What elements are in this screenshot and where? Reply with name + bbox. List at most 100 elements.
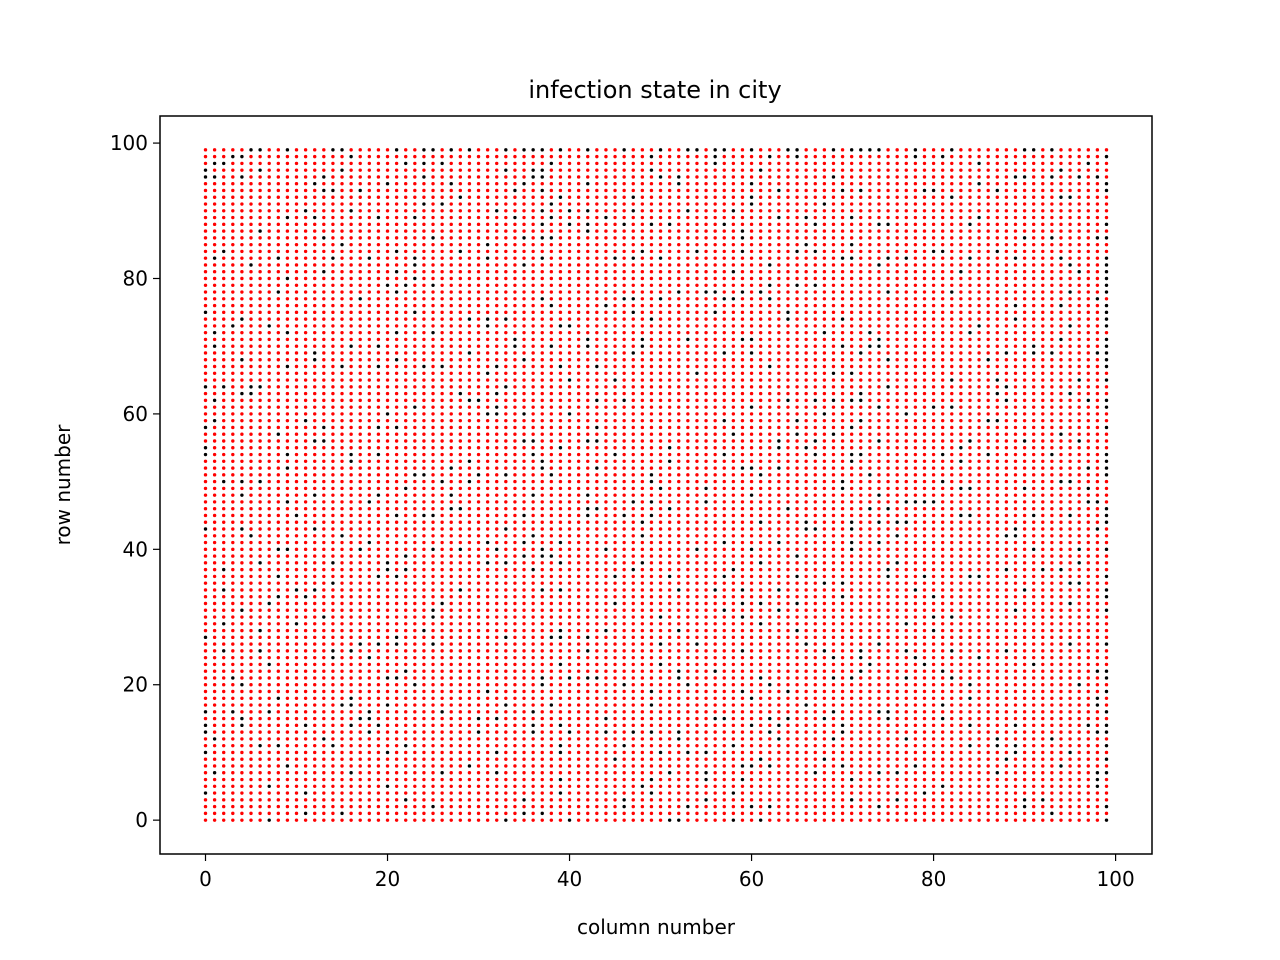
data-point [285,628,290,633]
data-point [222,161,226,166]
data-point [549,249,554,254]
data-point [485,669,490,673]
data-point [531,297,535,301]
data-point [649,378,654,382]
data-point [404,811,408,816]
data-point [440,358,444,362]
data-point [622,405,626,409]
data-point [586,398,590,403]
data-point [404,818,408,822]
data-point [212,689,217,694]
data-point [586,310,590,315]
data-point [495,330,499,335]
data-point [476,425,481,430]
data-point [376,324,381,328]
data-point [385,276,390,281]
data-point [249,723,253,728]
data-point [267,655,271,660]
data-point [576,567,581,572]
data-point [440,561,444,565]
data-point [431,804,435,809]
data-point [358,418,362,423]
data-point [576,351,581,355]
data-point [303,236,308,240]
data-point [458,703,463,707]
data-point [222,385,226,389]
data-point [240,337,244,342]
data-point [222,743,226,748]
data-point [267,276,271,281]
data-point [413,554,417,558]
data-point [622,466,626,470]
data-point [504,764,508,768]
data-point [394,439,399,443]
data-point [640,473,645,477]
data-point [413,222,417,227]
data-point [558,486,563,491]
data-point [476,432,481,436]
data-point [504,452,508,457]
data-point [404,276,408,281]
data-point [622,391,626,396]
data-point [340,344,344,348]
data-point [394,547,399,552]
data-point [640,534,645,538]
data-point [531,777,535,782]
data-point [458,804,463,809]
data-point [258,547,262,552]
data-point [604,615,608,619]
data-point [467,608,472,612]
data-point [586,547,590,552]
data-point [567,818,572,822]
data-point [285,270,290,274]
data-point [458,351,463,355]
data-point [294,168,299,172]
data-point [422,479,426,484]
data-point [358,696,362,700]
data-point [276,595,281,599]
data-point [313,764,317,768]
data-point [240,222,244,227]
data-point [640,215,645,220]
data-point [303,378,308,382]
data-point [458,276,463,281]
data-point [431,689,435,694]
data-point [276,385,281,389]
data-point [467,500,472,504]
data-point [203,337,208,342]
data-point [458,344,463,348]
data-point [349,236,353,240]
data-point [258,229,262,233]
data-point [376,608,381,612]
data-point [622,229,626,233]
data-point [404,452,408,457]
data-point [267,764,271,768]
data-point [231,452,235,457]
data-point [595,764,599,768]
data-point [485,818,490,822]
data-point [231,635,235,640]
data-point [240,276,244,281]
data-point [404,446,408,450]
data-point [531,405,535,409]
data-point [322,574,326,579]
data-point [586,161,590,166]
data-point [586,324,590,328]
data-point [422,324,426,328]
data-point [476,290,481,294]
data-point [586,154,590,159]
data-point [558,364,563,369]
data-point [340,378,344,382]
data-point [504,459,508,463]
data-point [249,337,253,342]
data-point [604,493,608,497]
data-point [531,283,535,287]
data-point [376,669,381,673]
data-point [604,303,608,308]
data-point [340,601,344,606]
data-point [467,750,472,755]
data-point [358,215,362,220]
data-point [513,818,517,822]
data-point [522,818,526,822]
data-point [349,507,353,511]
